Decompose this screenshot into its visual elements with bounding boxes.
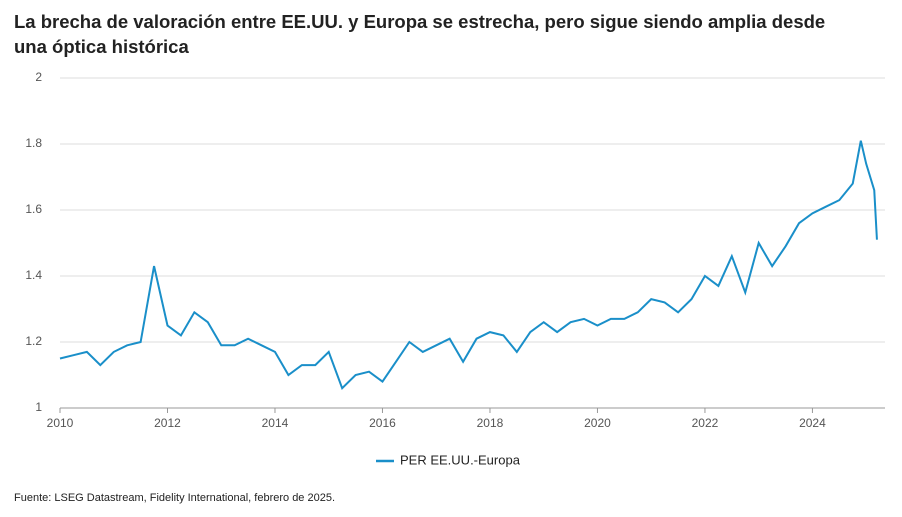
y-tick-label: 1.8 [25,136,42,150]
x-tick-label: 2014 [262,416,289,430]
y-tick-label: 1.6 [25,202,42,216]
x-tick-label: 2020 [584,416,611,430]
x-tick-label: 2018 [477,416,504,430]
chart-title: La brecha de valoración entre EE.UU. y E… [14,11,826,57]
x-tick-label: 2016 [369,416,396,430]
legend-label: PER EE.UU.-Europa [400,452,521,467]
x-tick-label: 2012 [154,416,181,430]
series-line [59,140,878,390]
source-note: Fuente: LSEG Datastream, Fidelity Intern… [14,492,336,504]
x-tick-label: 2024 [799,416,826,430]
x-tick-label: 2022 [692,416,719,430]
y-tick-label: 1.2 [25,334,42,348]
y-tick-label: 1 [35,400,42,414]
y-tick-label: 1.4 [25,268,42,282]
y-tick-label: 2 [35,70,42,84]
x-tick-label: 2010 [47,416,74,430]
